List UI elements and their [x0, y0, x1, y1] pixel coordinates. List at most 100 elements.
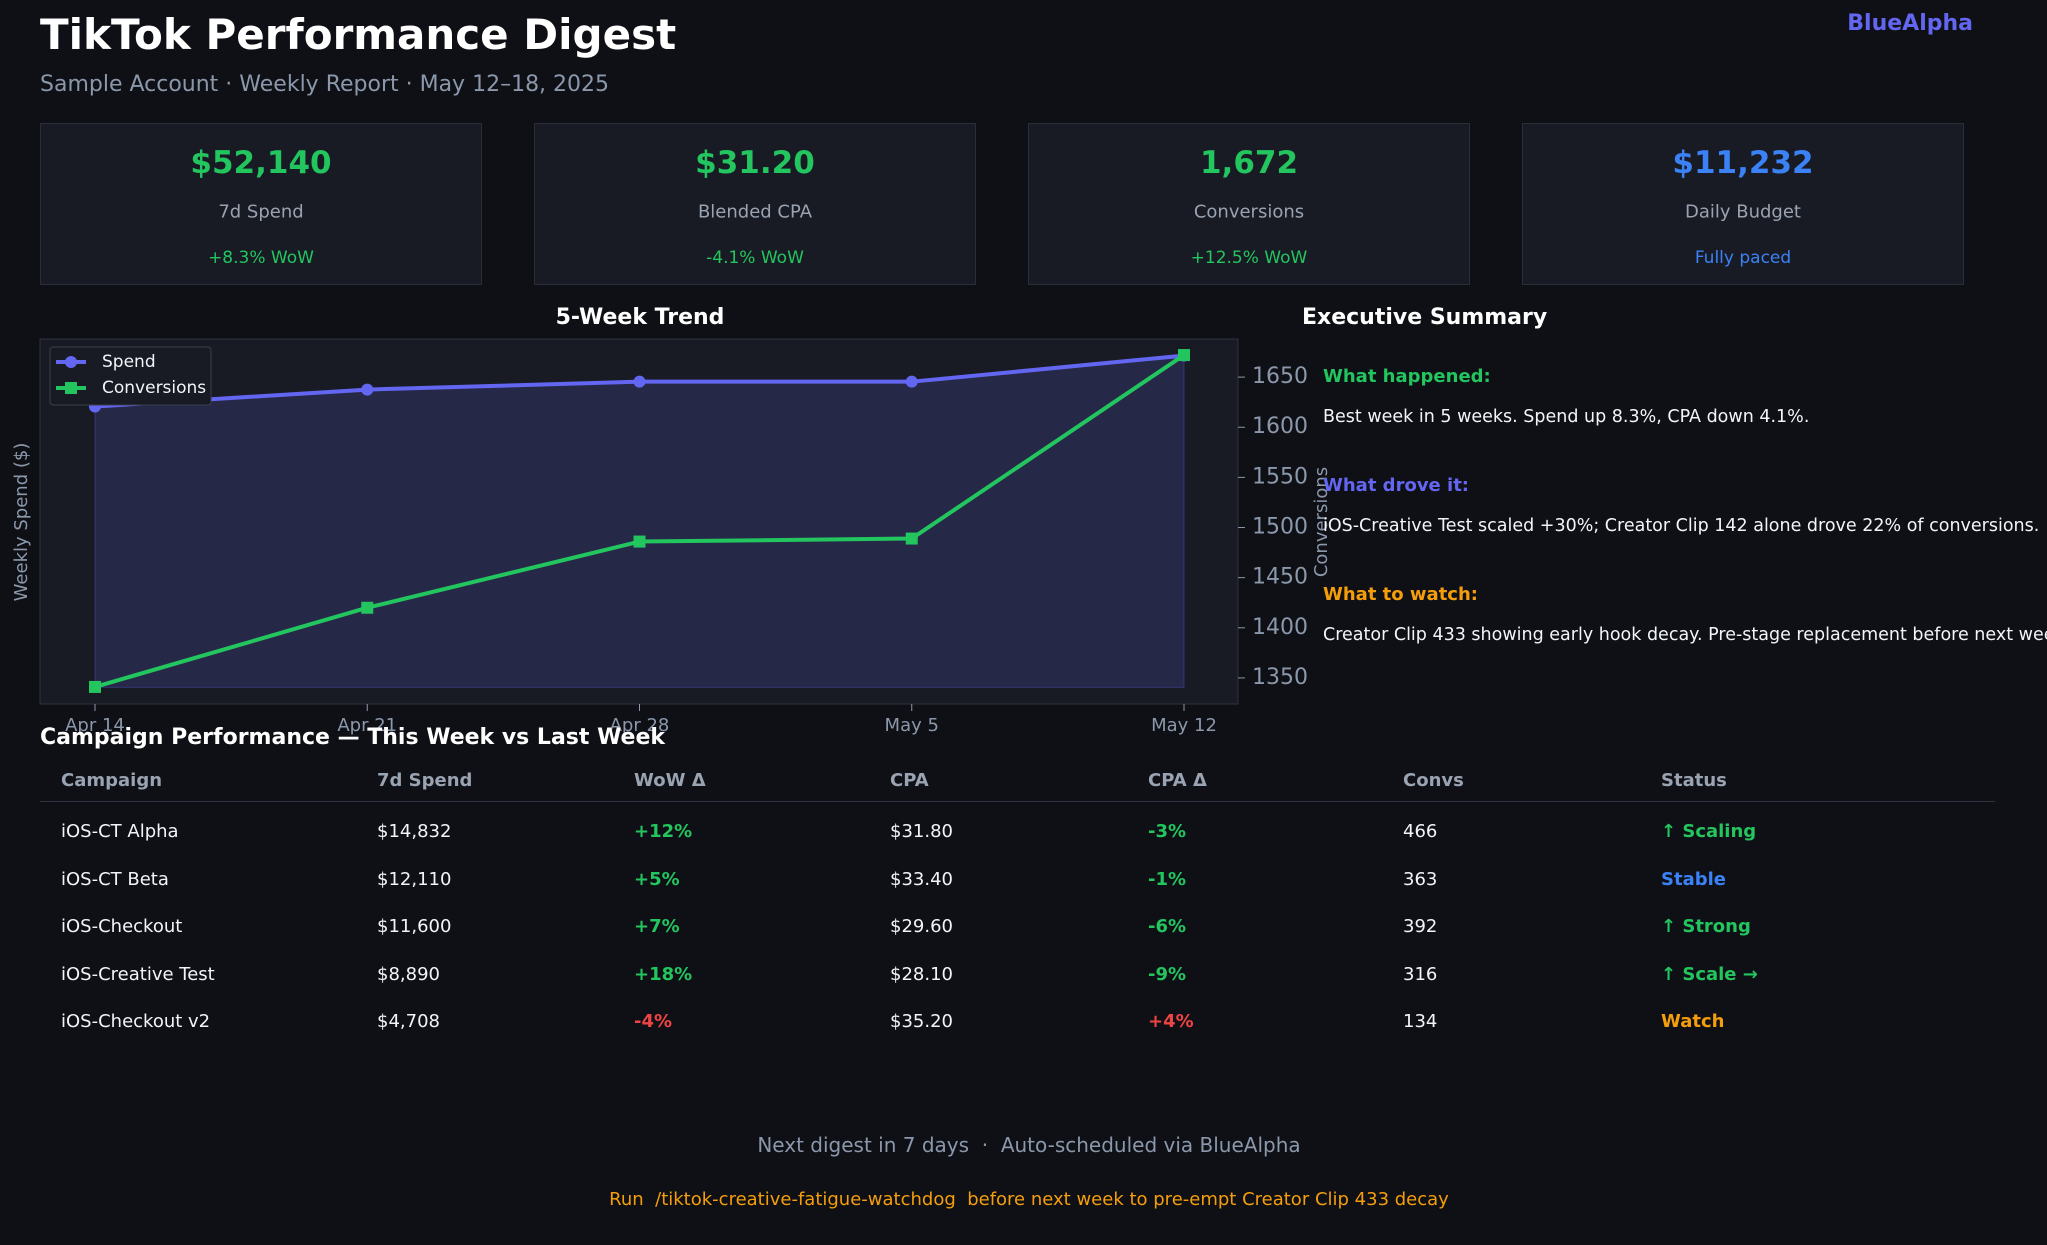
header-rule	[40, 801, 1995, 802]
table-cell: $33.40	[890, 868, 953, 890]
table-cell: 134	[1403, 1011, 1438, 1032]
column-header: Convs	[1403, 770, 1464, 791]
legend-label: Conversions	[102, 378, 206, 398]
column-header: WoW Δ	[634, 770, 706, 791]
kpi-label: Conversions	[1193, 201, 1305, 223]
kpi-change: Fully paced	[1694, 248, 1792, 268]
table-cell: +7%	[634, 916, 680, 937]
table-cell: $28.10	[890, 963, 953, 985]
table-cell: 466	[1403, 821, 1438, 842]
table-cell: -1%	[1148, 868, 1187, 890]
table-cell: -3%	[1148, 821, 1187, 842]
kpi-label: Daily Budget	[1684, 201, 1801, 223]
table-cell: $14,832	[377, 821, 452, 842]
column-header: Status	[1661, 770, 1727, 791]
table-cell: iOS-Checkout	[61, 916, 183, 937]
summary-heading: What drove it:	[1323, 475, 1469, 496]
summary-heading: What happened:	[1323, 366, 1491, 387]
kpi-value: $11,232	[1672, 145, 1814, 181]
table-cell: -4%	[634, 1011, 673, 1032]
table-cell: ↑ Scale →	[1661, 963, 1758, 985]
table-cell: iOS-CT Alpha	[61, 821, 179, 842]
table-cell: $8,890	[377, 963, 440, 985]
kpi-change: -4.1% WoW	[706, 248, 804, 268]
y2-tick-label: 1350	[1252, 665, 1308, 690]
table-cell: +12%	[634, 821, 693, 842]
table-cell: ↑ Strong	[1661, 916, 1751, 937]
page-title: TikTok Performance Digest	[40, 10, 677, 59]
table-cell: $12,110	[377, 868, 452, 890]
summary-heading: What to watch:	[1323, 584, 1478, 605]
footer-action: Run /tiktok-creative-fatigue-watchdog be…	[609, 1189, 1449, 1210]
table-cell: $29.60	[890, 916, 953, 937]
chart-title: 5-Week Trend	[556, 305, 725, 330]
table-cell: $4,708	[377, 1011, 440, 1032]
column-header: Campaign	[61, 770, 163, 791]
table-cell: 316	[1403, 963, 1438, 985]
table-cell: +18%	[634, 963, 693, 985]
summary-text: Best week in 5 weeks. Spend up 8.3%, CPA…	[1323, 407, 1810, 427]
table-cell: iOS-Checkout v2	[61, 1011, 211, 1032]
table-cell: $35.20	[890, 1011, 953, 1032]
subtitle: Sample Account · Weekly Report · May 12–…	[40, 72, 610, 97]
kpi-card: 1,672 Conversions +12.5% WoW	[1028, 123, 1470, 285]
table-cell: iOS-CT Beta	[61, 868, 169, 890]
point-marker	[633, 535, 646, 548]
x-tick-label: Apr 21	[337, 715, 397, 736]
y2-tick-label: 1400	[1252, 615, 1308, 640]
kpi-card: $52,140 7d Spend +8.3% WoW	[40, 123, 482, 285]
point-marker	[89, 680, 101, 693]
kpi-value: $52,140	[190, 145, 332, 181]
y2-axis-label: Conversions	[1311, 467, 1332, 577]
table-cell: Stable	[1661, 868, 1726, 890]
x-tick-label: Apr 28	[610, 715, 670, 736]
trend-chart: 5-Week Trend Weekly Spend ($) Conversions A…	[11, 305, 1332, 736]
kpi-change: +12.5% WoW	[1190, 248, 1308, 268]
column-header: 7d Spend	[377, 770, 473, 791]
y2-tick-label: 1600	[1252, 414, 1308, 439]
x-tick-label: May 5	[885, 715, 939, 736]
table-cell: 392	[1403, 916, 1438, 937]
table-cell: 363	[1403, 868, 1438, 890]
kpi-card: $31.20 Blended CPA -4.1% WoW	[534, 123, 976, 285]
point-marker	[361, 601, 374, 614]
y2-tick-label: 1550	[1252, 464, 1308, 489]
kpi-card: $11,232 Daily Budget Fully paced	[1522, 123, 1964, 285]
table-cell: $31.80	[890, 821, 953, 842]
point-marker	[1178, 349, 1190, 362]
table-cell: Watch	[1661, 1011, 1725, 1032]
legend-box	[49, 346, 212, 406]
kpi-label: Blended CPA	[697, 201, 813, 223]
y-axis-label: Weekly Spend ($)	[11, 443, 32, 602]
summary-title: Executive Summary	[1302, 305, 1548, 330]
footer-note: Next digest in 7 days · Auto-scheduled v…	[757, 1133, 1301, 1157]
table-title: Campaign Performance — This Week vs Last…	[40, 725, 666, 750]
x-tick-label: Apr 14	[65, 715, 125, 736]
summary-text: Creator Clip 433 showing early hook deca…	[1323, 625, 2047, 645]
column-header: CPA	[890, 770, 929, 791]
legend-label: Spend	[102, 352, 156, 372]
x-tick-label: May 12	[1151, 715, 1217, 736]
kpi-value: $31.20	[695, 145, 815, 181]
table-cell: +5%	[634, 868, 680, 890]
point-marker	[361, 383, 374, 396]
table-cell: ↑ Scaling	[1661, 821, 1757, 842]
kpi-label: 7d Spend	[218, 201, 304, 223]
point-marker	[905, 375, 918, 388]
kpi-change: +8.3% WoW	[208, 248, 314, 268]
y2-tick-label: 1500	[1252, 515, 1308, 540]
legend-marker	[65, 382, 77, 394]
column-header: CPA Δ	[1148, 770, 1207, 791]
table-cell: -6%	[1148, 916, 1187, 937]
summary-text: iOS-Creative Test scaled +30%; Creator C…	[1323, 516, 2040, 536]
point-marker	[905, 532, 918, 545]
y2-tick-label: 1650	[1252, 364, 1308, 389]
brand: BlueAlpha	[1847, 11, 1973, 36]
table-cell: +4%	[1148, 1011, 1194, 1032]
point-marker	[633, 375, 646, 388]
table-cell: $11,600	[377, 916, 452, 937]
y2-tick-label: 1450	[1252, 565, 1308, 590]
kpi-value: 1,672	[1199, 145, 1299, 181]
legend-marker	[65, 356, 77, 368]
